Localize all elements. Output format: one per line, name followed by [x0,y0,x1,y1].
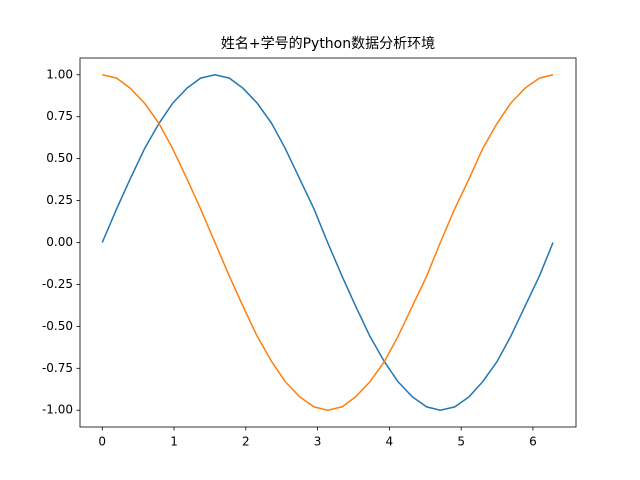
line [101,74,554,411]
y-tick-label: 1.00 [46,67,73,81]
y-tick-label: 0.50 [46,151,73,165]
y-tick-label: 0.75 [46,109,73,123]
y-tick-label: -0.75 [42,361,73,375]
y-tick-label: -0.50 [42,319,73,333]
x-tick-label: 0 [98,435,106,449]
chart-title: 姓名+学号的Python数据分析环境 [221,36,435,52]
x-tick-label: 1 [170,435,178,449]
x-tick-label: 4 [386,435,394,449]
y-tick-label: 0.25 [46,193,73,207]
plot-frame [79,57,577,428]
x-tick-label: 3 [314,435,322,449]
x-tick-label: 5 [457,435,465,449]
y-tick-label: 0.00 [46,235,73,249]
line [102,74,554,411]
x-tick-label: 6 [529,435,537,449]
y-tick-label: -1.00 [42,403,73,417]
y-tick-label: -0.25 [42,277,73,291]
x-tick-label: 2 [242,435,250,449]
